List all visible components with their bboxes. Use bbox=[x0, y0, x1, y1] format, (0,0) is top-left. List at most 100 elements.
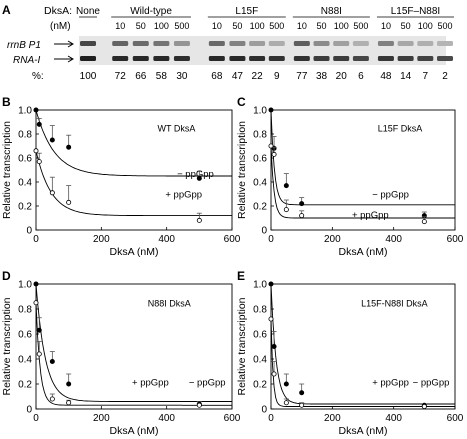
gel-group-2: L15F bbox=[235, 6, 258, 17]
band-rna-i-4 bbox=[173, 56, 190, 61]
x-tick-label: 0 bbox=[268, 234, 274, 245]
panel-c: C 0 0.2 0.4 0.6 0.8 1.0 0 200 400 600 DksA (nM) Rela… bbox=[236, 95, 464, 258]
gel-percent-14: 14 bbox=[400, 71, 412, 82]
data-point-series-1 bbox=[36, 159, 42, 165]
x-axis-label: DksA (nM) bbox=[338, 425, 387, 437]
gel-percent-0: 100 bbox=[80, 71, 97, 82]
gel-percent-1: 72 bbox=[115, 71, 127, 82]
panel-letter-d: D bbox=[2, 269, 11, 283]
panel-letter-e: E bbox=[237, 269, 245, 283]
y-tick-label: 0.8 bbox=[18, 130, 32, 141]
gel-conc-11: 100 bbox=[334, 21, 349, 31]
y-tick-label: 1.0 bbox=[253, 280, 267, 291]
band-rrnb-p1-16 bbox=[437, 41, 453, 46]
plot-frame bbox=[35, 109, 233, 231]
data-point-series-1 bbox=[283, 400, 289, 406]
gel-percent-7: 22 bbox=[252, 71, 264, 82]
plot-frame bbox=[270, 283, 456, 410]
y-tick-label: 0 bbox=[26, 226, 32, 237]
band-rna-i-9 bbox=[293, 56, 310, 61]
gel-conc-10: 50 bbox=[317, 21, 327, 31]
band-rrnb-p1-13 bbox=[377, 41, 394, 46]
panel-title: L15F-N88I DksA bbox=[361, 299, 428, 309]
y-tick-label: 0.8 bbox=[18, 305, 32, 316]
band-rna-i-11 bbox=[333, 56, 350, 61]
x-axis-label: DksA (nM) bbox=[109, 425, 158, 437]
rna-i-arrow bbox=[54, 55, 74, 63]
gel-percent-15: 7 bbox=[423, 71, 429, 82]
band-rna-i-15 bbox=[417, 56, 434, 61]
x-tick-label: 600 bbox=[447, 234, 464, 245]
y-tick-label: 0.2 bbox=[18, 380, 32, 391]
x-tick-label: 0 bbox=[33, 234, 39, 245]
gel-conc-15: 100 bbox=[418, 21, 433, 31]
gel-conc-14: 50 bbox=[401, 21, 411, 31]
series-label-0: + ppGpp bbox=[132, 377, 169, 388]
y-tick-label: 0.6 bbox=[253, 330, 267, 341]
fit-curve-series-1 bbox=[35, 302, 232, 406]
gel-conc-13: 10 bbox=[381, 21, 391, 31]
panel-title: L15F DksA bbox=[378, 124, 423, 134]
data-point-series-0 bbox=[66, 381, 72, 387]
fit-curve-series-0 bbox=[35, 109, 232, 177]
y-tick-label: 0 bbox=[261, 405, 267, 416]
data-point-series-1 bbox=[196, 217, 202, 223]
band-rrnb-p1-11 bbox=[333, 41, 350, 46]
gel-conc-2: 50 bbox=[136, 21, 146, 31]
fit-curve-series-1 bbox=[270, 318, 455, 407]
band-rrnb-p1-14 bbox=[397, 41, 414, 46]
data-point-series-1 bbox=[268, 316, 274, 322]
x-tick-label: 600 bbox=[447, 413, 464, 424]
x-tick-label: 400 bbox=[385, 413, 402, 424]
data-point-series-0 bbox=[33, 107, 39, 113]
series-label-1: − ppGpp bbox=[189, 377, 226, 388]
gel-percent-6: 47 bbox=[232, 71, 244, 82]
gel-percent-11: 20 bbox=[336, 71, 348, 82]
y-tick-label: 0.8 bbox=[253, 130, 267, 141]
data-point-series-0 bbox=[196, 175, 202, 181]
gel-percent-4: 30 bbox=[176, 71, 188, 82]
gel-percent-8: 9 bbox=[274, 71, 280, 82]
gel-percent-3: 58 bbox=[156, 71, 168, 82]
x-axis-label: DksA (nM) bbox=[338, 246, 387, 258]
x-tick-label: 0 bbox=[268, 413, 274, 424]
band-rrnb-p1-10 bbox=[313, 41, 330, 46]
panel-e: E 0 0.2 0.4 0.6 0.8 1.0 0 200 400 600 DksA (nM) Rela… bbox=[236, 269, 464, 437]
band-rrnb-p1-6 bbox=[229, 41, 246, 46]
y-tick-label: 0.4 bbox=[253, 355, 267, 366]
fit-curve-series-1 bbox=[35, 150, 232, 217]
band-rna-i-5 bbox=[208, 56, 225, 61]
data-point-series-1 bbox=[49, 396, 55, 402]
gel-conc-5: 10 bbox=[212, 21, 222, 31]
x-tick-label: 400 bbox=[158, 234, 175, 245]
y-tick-label: 1.0 bbox=[18, 106, 32, 117]
panel-letter-a: A bbox=[2, 3, 11, 17]
band-rrnb-p1-9 bbox=[293, 41, 310, 46]
gel-group-1: Wild-type bbox=[130, 6, 172, 17]
series-label-0: + ppGpp bbox=[372, 377, 409, 388]
band-label-rrnb-p1: rrnB P1 bbox=[7, 40, 41, 51]
gel-percent-16: 2 bbox=[442, 71, 448, 82]
gel-percent-13: 48 bbox=[380, 71, 392, 82]
band-rna-i-14 bbox=[397, 56, 414, 61]
band-rna-i-3 bbox=[153, 56, 170, 61]
data-point-series-1 bbox=[421, 219, 427, 225]
y-axis-label: Relative transcription bbox=[236, 121, 248, 219]
data-point-series-1 bbox=[271, 371, 277, 377]
y-axis-label: Relative transcription bbox=[1, 121, 13, 219]
band-rna-i-6 bbox=[229, 56, 246, 61]
band-rrnb-p1-7 bbox=[249, 41, 266, 46]
y-axis-label: Relative transcription bbox=[1, 297, 13, 395]
y-tick-label: 0.6 bbox=[253, 154, 267, 165]
gel-conc-12: 500 bbox=[353, 21, 368, 31]
gel-percent-9: 77 bbox=[296, 71, 308, 82]
band-label-rna-i: RNA-I bbox=[13, 55, 40, 66]
panel-d: D 0 0.2 0.4 0.6 0.8 1.0 0 200 400 600 DksA (nM) Rela… bbox=[1, 269, 241, 437]
gel-percent-5: 68 bbox=[211, 71, 223, 82]
y-tick-label: 0.6 bbox=[18, 154, 32, 165]
y-tick-label: 0 bbox=[26, 405, 32, 416]
data-point-series-0 bbox=[283, 183, 289, 189]
band-rrnb-p1-12 bbox=[352, 41, 369, 46]
y-tick-label: 1.0 bbox=[18, 280, 32, 291]
gel-panel: A DksA: (nM) None Wild-type L15F N88I L15F–N… bbox=[2, 3, 454, 82]
